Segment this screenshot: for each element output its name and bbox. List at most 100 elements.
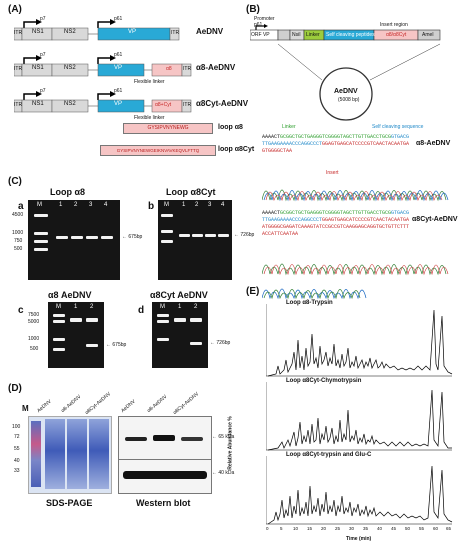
chromatogram-1 (262, 189, 449, 202)
gel-b-ladder-band (161, 230, 173, 233)
ns1-box-2: NS1 (32, 65, 44, 71)
promoter-label: Promoter (254, 16, 275, 22)
wb-lane-3: α8Cyt-AeDNV (172, 391, 201, 416)
gel-d-ladder-band (157, 314, 169, 317)
gel-d: M 1 2 (152, 302, 208, 368)
gel-c-ladder-5000: 5000 (28, 319, 40, 325)
trace-1-title: Loop α8-Trypsin (286, 300, 333, 306)
gel-b-ladder-band (161, 214, 173, 217)
seq1-insert-b: CAACTACAATGAGTGGGGCTAA (262, 141, 410, 154)
plasmid-label: AeDNV (334, 88, 358, 95)
gel-d-ladder-band (157, 338, 169, 341)
sds-m-label: M (22, 404, 29, 413)
chromatogram-trace-2 (266, 382, 452, 451)
seq1-start: AAAACT (262, 134, 281, 140)
xtick: 0 (266, 526, 269, 531)
xtick: 35 (363, 526, 369, 531)
sds-lane-1: AeDNV (36, 398, 53, 414)
marker-55: 55 (14, 446, 20, 452)
flexible-linker-label-2: Flexible linker (134, 115, 165, 121)
nsii-site: NsiI (292, 32, 301, 38)
panel-d-label: (D) (8, 383, 22, 394)
sds-lane-3: α8Cyt-AeDNV (84, 391, 113, 416)
p61-label-1: p61 (114, 16, 123, 22)
wb-band-65-lane3 (181, 437, 203, 441)
seq2-insert-b: AACTACAATGAATGGGGCGAGATCAAAGTATCCGCCGTCA… (262, 217, 410, 230)
gel-d-band (174, 318, 186, 322)
xtick: 40 (377, 526, 383, 531)
construct-name-1: AeDNV (196, 27, 224, 36)
gel-d-lane-2: 2 (194, 304, 198, 310)
panel-a-constructs (14, 19, 192, 113)
p61-label-3: p61 (114, 88, 123, 94)
gel-a-lane-1: 1 (59, 202, 63, 208)
construct-name-3: α8Cyt-AeDNV (196, 99, 249, 108)
gel-b-lane-4: 4 (221, 202, 225, 208)
xtick: 65 (446, 526, 452, 531)
xtick: 45 (391, 526, 397, 531)
ns1-box-3: NS1 (32, 101, 44, 107)
gel-c-letter: c (18, 305, 24, 316)
sds-lane-3-smear (89, 419, 109, 489)
wb-lane-2: α8-AeDNV (146, 393, 169, 414)
gel-d-lane-1: 1 (178, 304, 182, 310)
trace-2-title: Loop α8Cyt-Chymotrypsin (286, 378, 362, 384)
western-blot-label: Western blot (136, 498, 191, 508)
e-xlabel: Time (min) (346, 536, 372, 542)
vp-box-2: VP (114, 65, 123, 71)
wb-65kda-label: 65 kDa (218, 434, 235, 440)
gel-c: M 1 2 (48, 302, 104, 368)
wb-40kda: ← 40 kDa (212, 470, 235, 476)
gel-c-lane-1: 1 (74, 304, 78, 310)
gel-a-band (56, 236, 68, 239)
gel-a-arrow: ← 675bp (122, 234, 143, 240)
p7-label-1: p7 (40, 16, 46, 22)
gel-a-band (101, 236, 113, 239)
panel-a-label: (A) (8, 4, 22, 15)
wb-band-65-lane1 (125, 437, 147, 441)
sequence-a8: AAAACTGCGGCTGCTGAGGGTCGGGGTAGCTTGTTGACCT… (262, 134, 412, 155)
construct-a8cyt-aednv (14, 91, 192, 113)
insert-annotation: Insert (326, 170, 339, 176)
gel-c-ladder-500: 500 (30, 346, 39, 352)
insert-segment: α8/α8Cyt (386, 32, 407, 38)
ns2-box-1: NS2 (64, 29, 76, 35)
self-cleaving-segment: Self cleaving peptides (326, 32, 375, 38)
gel-c-ladder-1000: 1000 (28, 336, 40, 342)
xtick: 55 (419, 526, 425, 531)
gel-c-ladder-band (53, 320, 65, 323)
itr-box-2a: ITR (14, 66, 23, 72)
p61-label-2: p61 (114, 52, 123, 58)
gel-b-band (205, 234, 216, 237)
ns2-box-3: NS2 (64, 101, 76, 107)
gel-c-arrow: ← 675bp (106, 342, 127, 348)
gel-a-band (71, 236, 83, 239)
e-xaxis: 0 5 10 15 20 25 30 35 40 45 50 55 60 65 (266, 526, 456, 536)
orf-vp-label: ORF VP (251, 32, 270, 38)
western-blot (118, 416, 212, 494)
sds-lane-2-smear (67, 419, 87, 489)
chromatogram-trace-1 (266, 304, 453, 377)
insert-region-label: Insert region (380, 22, 408, 28)
gel-b-band (192, 234, 203, 237)
plasmid-size: (5008 bp) (338, 97, 360, 103)
gel-d-ladder-band (157, 320, 169, 323)
xtick: 60 (433, 526, 439, 531)
gel-a-lane-4: 4 (104, 202, 108, 208)
gel-c-ladder-band (53, 348, 65, 351)
gel-a-ladder-500: 500 (14, 246, 23, 252)
gel-b-ladder-band (161, 240, 173, 243)
seq1-insert-a: GGAGTGAGCATCCCCGT (322, 141, 374, 147)
gel-c-band (70, 318, 82, 322)
gel-b-lane-m: M (164, 202, 169, 208)
gel-a-ladder-band (34, 240, 48, 243)
wb-lane-1: AeDNV (120, 398, 137, 414)
panel-e-label: (E) (246, 286, 260, 297)
panel-b-vector-map (250, 24, 441, 121)
panel-c-label: (C) (8, 176, 22, 187)
flexible-linker-label-1: Flexible linker (134, 79, 165, 85)
peptide-seq-a8cyt: GYSIPVNYNEWGEIKNVAVKEQVLFTTQ (116, 148, 200, 153)
marker-72: 72 (14, 434, 20, 440)
seq2-self-cleaving: GTGACGTTGAAGAAAACCCAGGCCCT (262, 210, 410, 223)
vp-box-3: VP (114, 101, 123, 107)
